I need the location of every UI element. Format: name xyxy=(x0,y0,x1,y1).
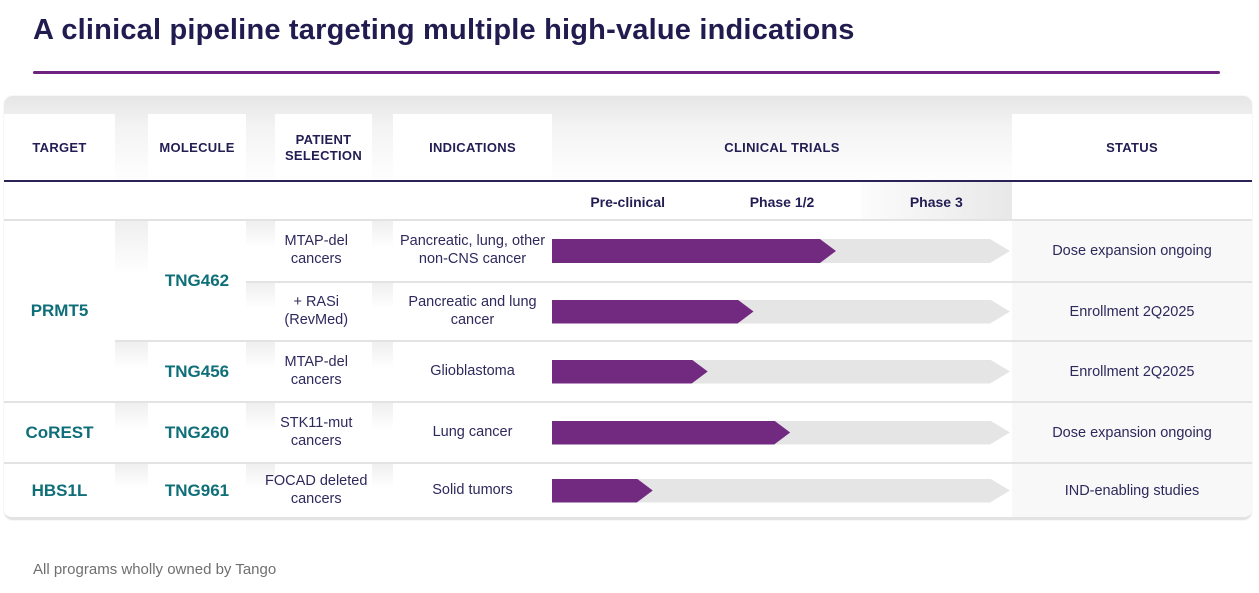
gap-cell xyxy=(115,340,148,401)
status-cell: Dose expansion ongoing xyxy=(1012,221,1252,281)
molecule-tng456: TNG456 xyxy=(148,340,246,401)
target-prmt5: PRMT5 xyxy=(4,221,115,401)
gap-cell xyxy=(372,340,393,401)
column-header-target: TARGET xyxy=(4,114,115,182)
header-gap-1 xyxy=(115,96,148,182)
header-gap-2 xyxy=(246,96,275,182)
phase-header-phase3: Phase 3 xyxy=(860,182,1012,221)
trial-progress-cell xyxy=(552,340,1012,401)
indication-text: Solid tumors xyxy=(432,481,513,498)
trial-progress-cell xyxy=(552,281,1012,340)
indication-cell: Pancreatic, lung, other non-CNS cancer xyxy=(393,221,552,281)
subheader-status-spacer xyxy=(1012,182,1252,221)
patient-selection-cell: + RASi (RevMed) xyxy=(275,281,372,340)
patient-selection-text: + RASi (RevMed) xyxy=(284,293,349,328)
header-divider-line xyxy=(4,180,1252,182)
progress-track xyxy=(552,479,1010,503)
trial-progress-cell xyxy=(552,221,1012,281)
gap-cell xyxy=(246,281,275,340)
pipeline-table: TARGET MOLECULE PATIENT SELECTION INDICA… xyxy=(4,96,1252,520)
patient-selection-cell: FOCAD deleted cancers xyxy=(265,462,372,517)
gap-cell xyxy=(372,281,393,340)
indication-cell: Lung cancer xyxy=(393,401,552,462)
indication-text: Lung cancer xyxy=(432,423,513,440)
molecule-tng462: TNG462 xyxy=(148,221,246,340)
gap-cell xyxy=(372,401,393,462)
status-cell: Enrollment 2Q2025 xyxy=(1012,340,1252,401)
target-hbs1l: HBS1L xyxy=(4,462,115,517)
column-header-molecule: MOLECULE xyxy=(148,114,246,182)
gap-cell xyxy=(372,221,393,281)
molecule-tng260: TNG260 xyxy=(148,401,246,462)
subheader-divider-line xyxy=(4,219,1252,221)
progress-track xyxy=(552,421,1010,445)
page-title: A clinical pipeline targeting multiple h… xyxy=(33,14,855,46)
progress-arrow xyxy=(552,239,836,263)
gap-cell xyxy=(246,340,275,401)
indication-text: Pancreatic and lung cancer xyxy=(408,293,537,328)
indication-text: Pancreatic, lung, other non-CNS cancer xyxy=(399,233,546,267)
column-header-clinical-trials: CLINICAL TRIALS xyxy=(724,139,840,155)
progress-track xyxy=(552,360,1010,384)
progress-arrow xyxy=(552,479,653,503)
status-cell: IND-enabling studies xyxy=(1012,462,1252,517)
status-cell: Enrollment 2Q2025 xyxy=(1012,281,1252,340)
trial-progress-cell xyxy=(552,462,1012,517)
patient-selection-text: MTAP-del cancers xyxy=(284,233,348,267)
trial-progress-cell xyxy=(552,401,1012,462)
status-cell: Dose expansion ongoing xyxy=(1012,401,1252,462)
gap-cell xyxy=(246,221,275,281)
footnote: All programs wholly owned by Tango xyxy=(33,561,277,578)
progress-arrow xyxy=(552,360,708,384)
indication-cell: Glioblastoma xyxy=(393,340,552,401)
phase-header-row: Pre-clinical Phase 1/2 Phase 3 xyxy=(552,182,1012,221)
gap-cell xyxy=(372,462,393,517)
indication-cell: Pancreatic and lung cancer xyxy=(393,281,552,340)
column-header-indications: INDICATIONS xyxy=(393,114,552,182)
progress-track xyxy=(552,300,1010,324)
patient-selection-cell: STK11-mut cancers xyxy=(275,401,372,462)
gap-cell xyxy=(115,401,148,462)
gap-cell xyxy=(115,221,148,340)
phase-header-phase12: Phase 1/2 xyxy=(706,182,858,221)
patient-selection-text: STK11-mut cancers xyxy=(280,414,353,449)
gap-cell xyxy=(115,462,148,517)
title-underline xyxy=(33,71,1220,74)
patient-selection-text: MTAP-del cancers xyxy=(284,353,348,388)
progress-track xyxy=(552,239,1010,263)
molecule-tng961: TNG961 xyxy=(148,462,246,517)
phase-header-preclinical: Pre-clinical xyxy=(552,182,704,221)
column-header-status: STATUS xyxy=(1012,114,1252,182)
progress-arrow xyxy=(552,300,754,324)
patient-selection-text: FOCAD deleted cancers xyxy=(265,472,368,507)
gap-cell xyxy=(246,401,275,462)
gap-cell xyxy=(246,462,275,517)
indication-text: Glioblastoma xyxy=(430,362,515,379)
subheader-left-spacer xyxy=(4,182,552,221)
target-corest: CoREST xyxy=(4,401,115,462)
patient-selection-cell: MTAP-del cancers xyxy=(275,340,372,401)
progress-arrow xyxy=(552,421,790,445)
header-gap-3 xyxy=(372,96,393,182)
patient-selection-cell: MTAP-del cancers xyxy=(275,221,372,281)
indication-cell: Solid tumors xyxy=(393,462,552,517)
column-header-patient-selection: PATIENT SELECTION xyxy=(275,114,372,182)
pipeline-grid: TARGET MOLECULE PATIENT SELECTION INDICA… xyxy=(4,96,1252,517)
